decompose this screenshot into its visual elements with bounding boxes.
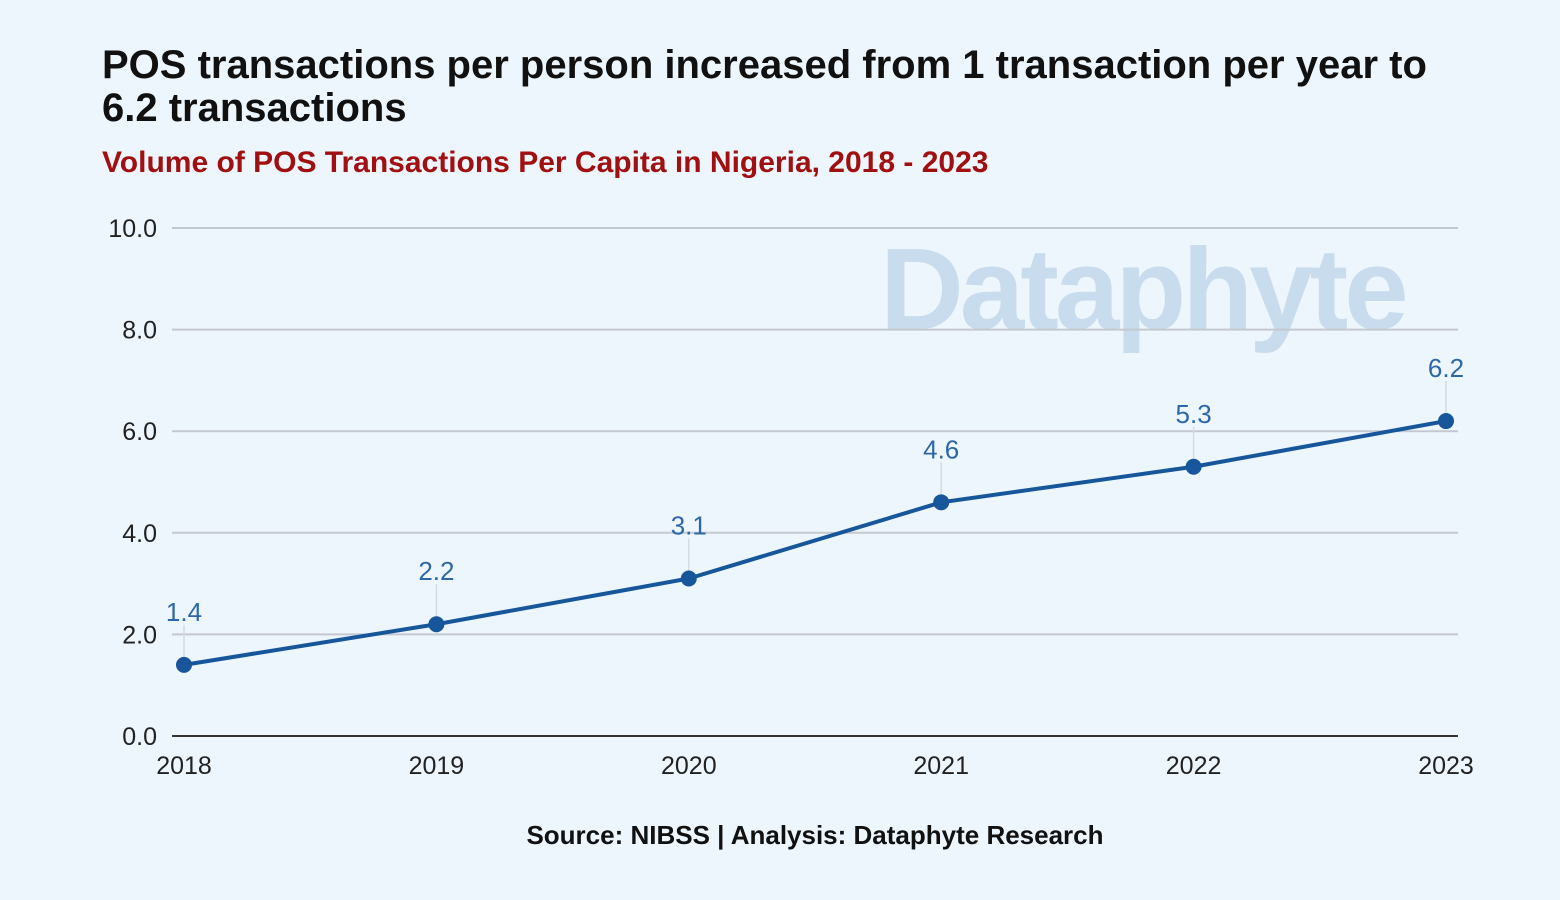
data-point [428,616,445,633]
data-point [1438,413,1454,430]
x-tick-label: 2023 [1418,752,1474,780]
source-note: Source: NIBSS | Analysis: Dataphyte Rese… [526,820,1104,850]
data-label: 4.6 [923,434,959,464]
chart-title: POS transactions per person increased fr… [102,43,1427,130]
chart-subtitle: Volume of POS Transactions Per Capita in… [102,146,989,179]
data-label: 3.1 [671,511,707,541]
data-point [176,656,192,673]
y-tick-label: 6.0 [122,418,157,446]
data-point [680,570,697,587]
data-label: 2.2 [418,556,454,586]
y-tick-label: 8.0 [122,317,157,345]
data-label: 5.3 [1176,399,1212,429]
x-tick-label: 2022 [1166,752,1222,780]
data-label: 1.4 [166,597,202,627]
x-tick-label: 2020 [661,752,717,780]
data-label: 6.2 [1428,353,1464,383]
x-tick-label: 2018 [156,752,212,780]
x-tick-label: 2021 [913,752,969,780]
y-tick-label: 2.0 [122,621,157,649]
y-tick-label: 4.0 [122,520,157,548]
x-tick-label: 2019 [409,752,465,780]
y-tick-label: 0.0 [122,723,157,751]
data-point [1185,458,1202,475]
series-line [183,419,1447,667]
watermark-logo: Dataphyte [880,224,1409,354]
data-point [933,494,950,511]
y-tick-label: 10.0 [108,215,157,243]
